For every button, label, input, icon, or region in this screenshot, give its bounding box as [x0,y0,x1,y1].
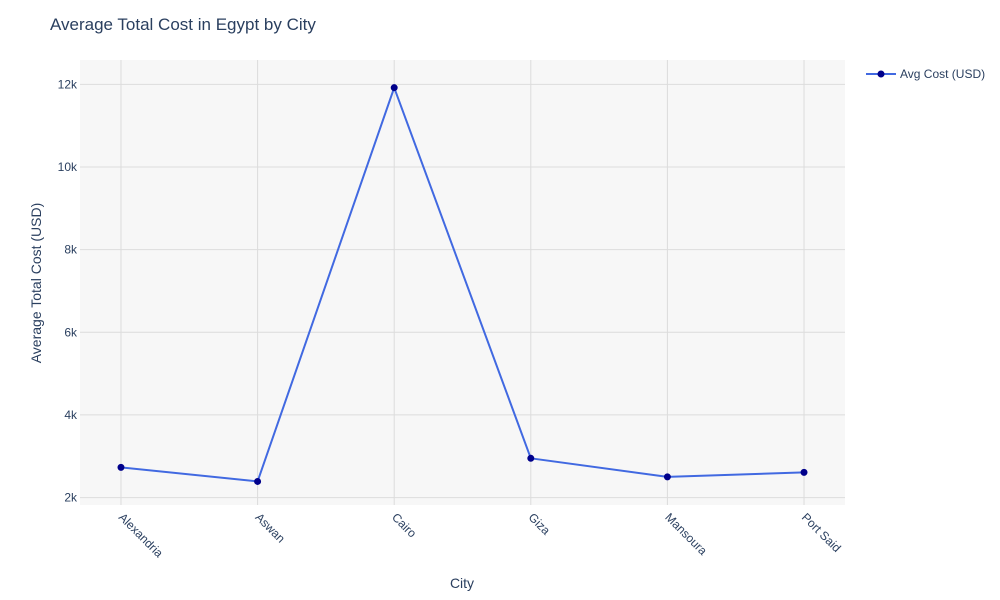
data-point[interactable] [117,463,125,471]
y-tick-label: 10k [58,160,78,174]
plot-background [80,60,845,505]
data-point[interactable] [800,468,808,476]
data-point[interactable] [254,477,262,485]
series-layer [117,84,808,485]
data-point[interactable] [390,84,398,92]
data-point[interactable] [663,473,671,481]
data-point[interactable] [527,454,535,462]
legend-marker-swatch [877,70,885,78]
legend-label: Avg Cost (USD) [900,67,985,81]
y-axis-title: Average Total Cost (USD) [28,203,44,364]
x-axis-title: City [450,575,474,591]
y-tick-label: 4k [64,408,78,422]
y-tick-label: 6k [64,325,78,339]
y-tick-label: 12k [58,77,78,91]
y-tick-label: 8k [64,243,78,257]
chart-title: Average Total Cost in Egypt by City [50,15,316,34]
legend[interactable]: Avg Cost (USD) [866,67,985,81]
gridlines [80,60,845,505]
y-tick-label: 2k [64,491,78,505]
series-line [120,86,805,483]
